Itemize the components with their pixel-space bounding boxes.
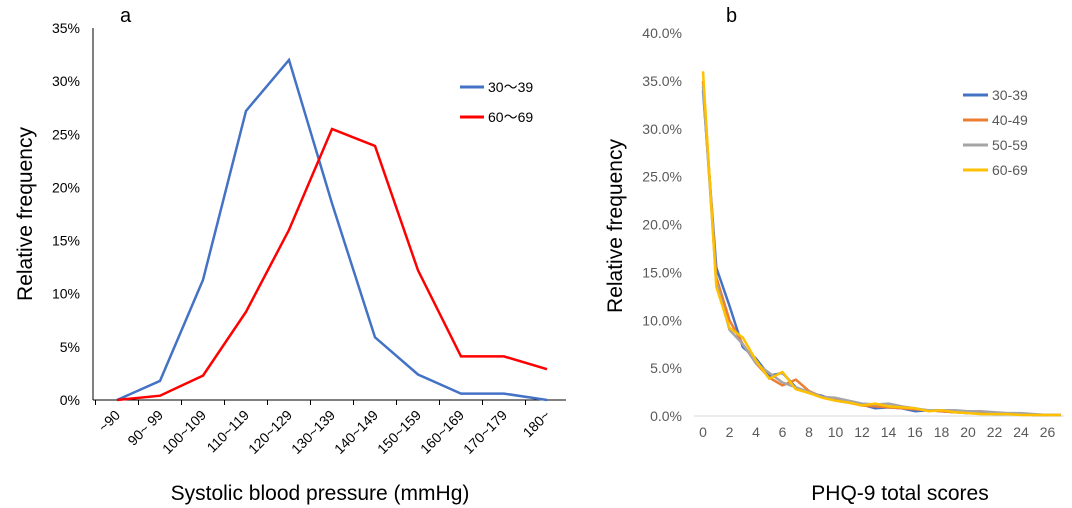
panel-a-y-tick-label: 15% — [52, 233, 80, 249]
panel-a-x-tick-label: 100~109 — [159, 407, 209, 457]
panel-b-y-tick-label: 20.0% — [642, 217, 682, 233]
panel-a-legend-label: 60～69 — [488, 109, 533, 125]
panel-b-x-tick-label: 12 — [854, 424, 870, 440]
panel-a-x-tick-label: 150~159 — [374, 407, 424, 457]
panel-b-y-tick-label: 10.0% — [642, 312, 682, 328]
panel-b-x-tick-label: 4 — [752, 424, 760, 440]
panel-b-legend-label: 60-69 — [992, 162, 1028, 178]
panel-b-x-tick-label: 10 — [828, 424, 844, 440]
panel-a-x-tick-label: 90~ 99 — [124, 407, 166, 449]
panel-a-x-tick-label: 180~ — [520, 407, 554, 441]
panel-b-x-tick-label: 24 — [1013, 424, 1029, 440]
panel-b-y-label: Relative frequency — [604, 139, 627, 313]
panel-a-y-tick-label: 10% — [52, 286, 80, 302]
panel-a-x-tick-label: 170~179 — [460, 407, 510, 457]
panel-b-x-tick-label: 22 — [987, 424, 1003, 440]
panel-a-x-tick-label: 110~119 — [203, 407, 252, 456]
panel-a-x-tick-label: ~90 — [95, 407, 123, 435]
panel-b-x-tick-label: 0 — [699, 424, 707, 440]
panel-a-series-line-2 — [116, 127, 548, 402]
panel-b-x-tick-label: 14 — [881, 424, 897, 440]
panel-a-y-tick-label: 5% — [60, 339, 80, 355]
panel-b-y-tick-label: 25.0% — [642, 169, 682, 185]
panel-a-legend-label: 30～39 — [488, 79, 533, 95]
panel-a-x-tick-label: 130~139 — [288, 407, 338, 457]
panel-a-y-label: Relative frequency — [14, 127, 37, 301]
panel-b-y-tick-label: 35.0% — [642, 73, 682, 89]
panel-b-y-tick-label: 15.0% — [642, 264, 682, 280]
panel-a-y-tick-label: 20% — [52, 179, 80, 195]
panel-b-letter: b — [726, 5, 737, 27]
panel-a-y-tick-label: 30% — [52, 73, 80, 89]
panel-b-legend-label: 30-39 — [992, 87, 1028, 103]
panel-b-y-tick-label: 0.0% — [650, 408, 682, 424]
panel-a-y-tick-label: 25% — [52, 126, 80, 142]
panel-b-x-tick-label: 6 — [779, 424, 787, 440]
panel-a-x-tick-label: 120~129 — [245, 407, 295, 457]
panel-b-legend-label: 50-59 — [992, 137, 1028, 153]
panel-a-letter: a — [120, 5, 132, 27]
panel-b-legend-label: 40-49 — [992, 112, 1028, 128]
panel-b: b 0.0% 5.0% 10.0% 15.0% 20.0% 25.0% 30.0% 35.0%… — [604, 5, 1064, 505]
panel-b-x-tick-label: 16 — [907, 424, 923, 440]
panel-b-x-tick-label: 2 — [726, 424, 734, 440]
panel-a-x-label: Systolic blood pressure (mmHg) — [171, 482, 470, 505]
panel-b-x-tick-label: 26 — [1040, 424, 1056, 440]
panel-b-x-tick-label: 8 — [805, 424, 813, 440]
panel-b-x-label: PHQ-9 total scores — [811, 482, 988, 505]
panel-b-y-tick-label: 30.0% — [642, 121, 682, 137]
panel-a: a 0% 5% 10% 15% 20% 25% 30% 35% ~90 90~ 99100~10… — [14, 5, 566, 505]
panel-b-y-tick-label: 40.0% — [642, 25, 682, 41]
panel-a-y-tick-label: 0% — [60, 392, 80, 408]
panel-b-x-tick-label: 20 — [960, 424, 976, 440]
panel-a-y-tick-label: 35% — [52, 20, 80, 36]
panel-a-series-line-1 — [116, 57, 548, 402]
panel-b-y-tick-label: 5.0% — [650, 360, 682, 376]
panel-a-x-tick-label: 160~169 — [417, 407, 467, 457]
panel-a-x-tick-label: 140~149 — [331, 407, 381, 457]
panel-b-series-line-4 — [701, 71, 1061, 417]
panel-b-x-tick-label: 18 — [934, 424, 950, 440]
